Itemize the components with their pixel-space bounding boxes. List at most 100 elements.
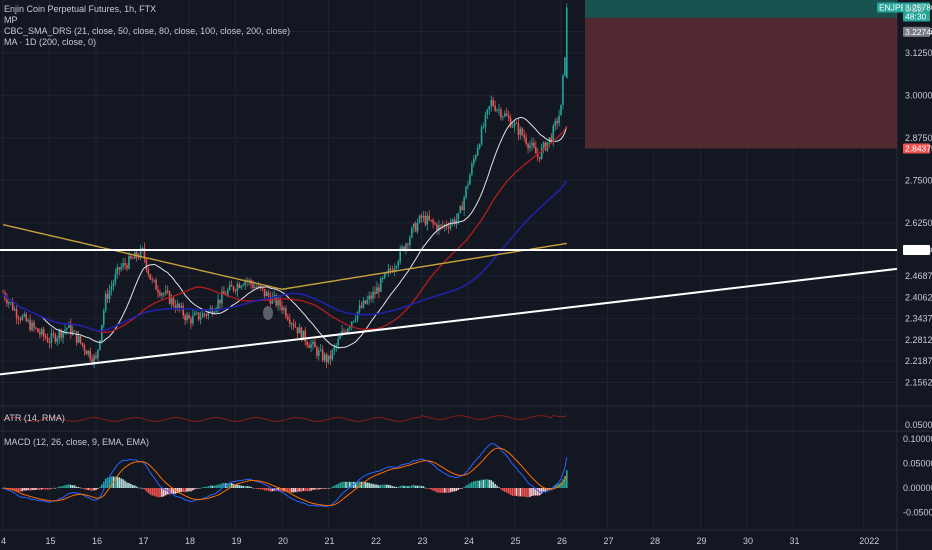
macd-histogram-bar [294,488,297,493]
candle-body-up [490,99,493,107]
candle-body-down [523,134,525,138]
candle-body-up [66,327,68,330]
macd-histogram-bar [60,486,62,488]
macd-histogram-bar [77,486,80,488]
candle-body-down [91,359,93,363]
macd-histogram-bar [195,488,198,489]
legend-cbc-sma[interactable]: CBC_SMA_DRS (21, close, 50, close, 80, c… [4,26,291,36]
candle-body-up [372,291,374,299]
macd-legend[interactable]: MACD (12, 26, close, 9, EMA, EMA) [4,437,150,447]
candle-body-up [560,104,562,116]
candle-body-down [308,345,310,348]
candle-body-down [432,220,434,224]
macd-histogram-bar [271,488,274,492]
candle-body-up [21,316,24,321]
macd-histogram-bar [548,488,551,489]
macd-histogram-bar [238,485,241,488]
macd-histogram-bar [536,488,539,496]
macd-histogram-bar [372,483,374,488]
atr-legend[interactable]: ATR (14, RMA) [4,413,65,423]
candle-body-up [139,248,142,258]
candle-body-down [163,293,165,295]
macd-histogram-bar [279,488,281,492]
legend-ma-1d[interactable]: MA · 1D (200, close, 0) [4,37,97,47]
candle-body-down [83,345,86,351]
candle-body-down [19,319,22,321]
macd-histogram-bar [432,488,434,491]
macd-histogram-bar [217,484,219,488]
candle-body-up [399,248,401,262]
candle-body-down [126,265,128,269]
candle-body-down [211,308,214,314]
macd-histogram-bar [378,485,380,488]
macd-histogram-bar [122,479,124,488]
candle-body-up [409,237,411,246]
macd-histogram-bar [250,486,252,488]
macd-histogram-bar [345,481,347,488]
candle-body-up [27,320,29,322]
time-axis-label: 22 [371,536,381,546]
macd-histogram-bar [192,488,194,491]
ma-1d-line [2,223,567,291]
macd-histogram-bar [550,488,553,489]
macd-histogram-bar [147,488,150,494]
macd-histogram-bar [267,488,270,491]
candle-body-up [405,243,407,251]
macd-histogram-bar [323,488,326,489]
candle-body-down [378,287,380,292]
candle-body-up [496,109,498,111]
macd-histogram-bar [190,488,192,492]
macd-histogram-bar [383,484,386,488]
macd-histogram-bar [29,488,31,491]
macd-histogram-bar [364,482,367,488]
candle-body-up [56,338,59,342]
candle-body-up [114,273,117,283]
macd-histogram-bar [333,485,336,488]
candle-body-down [550,137,553,143]
candle-body-down [294,326,297,328]
macd-histogram-bar [240,485,243,488]
macd-histogram-bar [507,488,510,494]
macd-histogram-bar [209,485,212,488]
price-tick-label: 2.87500 [905,133,932,143]
candle-body-up [366,299,369,304]
macd-histogram-bar [135,486,138,488]
macd-histogram-bar [358,481,361,488]
candle-body-up [531,142,533,146]
macd-histogram-bar [128,482,130,488]
candle-body-down [54,334,57,342]
macd-histogram-bar [66,484,68,488]
macd-histogram-bar [509,488,512,496]
candle-body-down [188,314,190,319]
candle-body-down [70,322,72,335]
price-tick-label: 2.62500 [905,218,932,228]
price-tag-bg [903,143,930,154]
currency-label[interactable]: USD [904,4,924,14]
candle-body-up [13,308,16,311]
macd-histogram-bar [130,483,132,488]
macd-histogram-bar [248,486,250,488]
macd-histogram-bar [504,488,506,492]
macd-histogram-bar [17,488,20,492]
candle-body-up [240,285,243,288]
price-tag-bg [877,2,911,13]
macd-histogram-bar [519,488,522,497]
candle-body-down [6,298,8,304]
candle-body-down [445,224,448,227]
macd-histogram-bar [442,488,444,493]
legend-title[interactable]: Enjin Coin Perpetual Futures, 1h, FTX [4,4,157,14]
candle-body-down [505,113,508,116]
legend-mp[interactable]: MP [4,15,18,25]
macd-histogram-bar [527,488,529,498]
macd-histogram-bar [62,485,64,488]
macd-histogram-bar [341,481,343,488]
time-axis-label: 27 [604,536,614,546]
macd-histogram-bar [64,485,66,488]
macd-histogram-bar [411,485,413,488]
macd-histogram-bar [70,484,72,488]
macd-histogram-bar [310,488,312,491]
candle-body-up [141,247,144,249]
candle-body-up [412,223,415,228]
